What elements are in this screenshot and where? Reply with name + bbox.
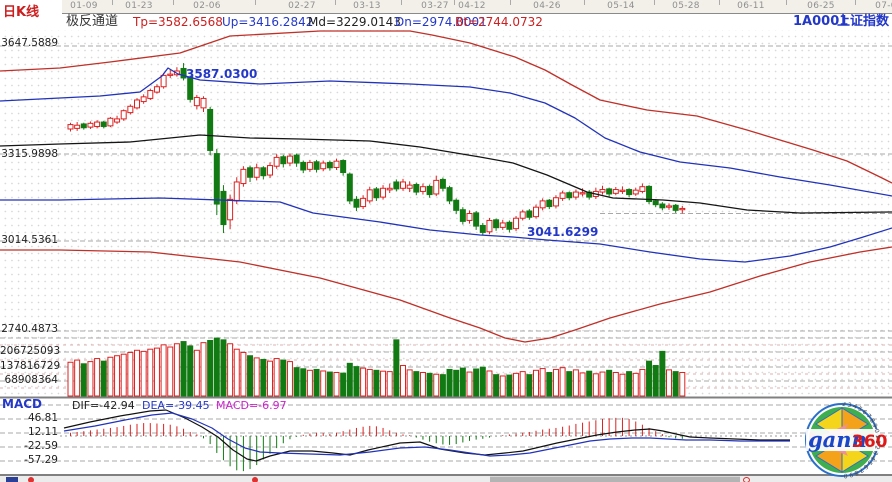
indicator-tp-value: Tp=3582.6568 <box>133 15 223 29</box>
Up-line <box>0 67 892 197</box>
DEA-line <box>63 412 790 457</box>
volume-tick-2: 137816729 <box>0 360 61 372</box>
date-label: 01-23 <box>125 1 153 11</box>
date-label: 05-28 <box>672 1 700 11</box>
channel-lines-layer <box>0 30 892 343</box>
date-label: 06-25 <box>807 1 835 11</box>
macd-tick-2: 12.11 <box>27 426 58 438</box>
annotation-high-price: 3587.0300 <box>186 67 258 81</box>
date-tick <box>855 0 856 5</box>
date-label: 02-06 <box>193 1 221 11</box>
date-tick <box>584 0 585 5</box>
price-tick-1: 3647.5889 <box>1 37 58 49</box>
date-label: 04-26 <box>533 1 561 11</box>
macd-histogram-layer <box>70 417 683 472</box>
date-tick <box>786 0 787 5</box>
date-tick <box>254 0 256 5</box>
symbol-name[interactable]: 上证指数 <box>837 14 890 29</box>
date-tick <box>401 0 402 5</box>
macd-hist-value: MACD=-6.97 <box>216 399 287 412</box>
price-tick-4: 2740.4873 <box>1 323 58 335</box>
pane-dividers <box>0 396 892 476</box>
Dn-line <box>0 197 892 263</box>
toolbar-red-mark <box>743 477 750 482</box>
price-tick-2: 3315.9898 <box>1 148 58 160</box>
indicator-up-value: Up=3416.2842 <box>222 15 314 29</box>
date-label: 04-12 <box>458 1 486 11</box>
date-tick <box>509 0 511 5</box>
date-label: 07-09 <box>875 1 892 11</box>
Md-line <box>0 134 892 214</box>
macd-lines-layer <box>63 409 790 462</box>
Bt-line <box>0 246 892 343</box>
price-tick-3: 3014.5361 <box>1 234 58 246</box>
logo-text-gann: gann <box>808 427 867 452</box>
annotation-low-price: 3041.6299 <box>527 225 599 239</box>
volume-tick-1: 206725093 <box>0 345 61 357</box>
macd-tick-1: 46.81 <box>27 412 58 424</box>
scrollbar-thumb[interactable] <box>490 476 740 482</box>
indicator-bt-value: Bt=2744.0732 <box>455 15 543 29</box>
date-axis: 01-09 01-23 02-06 02-27 03-13 03-27 04-12 04-26… <box>62 0 892 14</box>
indicator-md-value: Md=3229.0143 <box>308 15 401 29</box>
toolbar-red-dot-mid[interactable] <box>252 477 258 482</box>
volume-tick-3: 68908364 <box>4 374 58 386</box>
date-tick <box>653 0 655 5</box>
macd-tick-4: -57.29 <box>24 454 58 466</box>
date-tick <box>111 0 113 5</box>
indicator-name[interactable]: 极反通道 <box>66 14 119 29</box>
macd-pane-title[interactable]: MACD <box>2 397 42 411</box>
date-label: 01-09 <box>70 1 98 11</box>
Tp-line <box>0 30 892 184</box>
date-label: 02-27 <box>288 1 316 11</box>
date-tick <box>718 0 720 5</box>
date-label: 06-11 <box>737 1 765 11</box>
date-label: 05-14 <box>607 1 635 11</box>
indicator-dn-value: Dn=2974.0001 <box>395 15 487 29</box>
date-tick <box>453 0 455 5</box>
date-label: 03-13 <box>353 1 381 11</box>
toolbar-red-dot-left[interactable] <box>28 477 34 482</box>
period-label[interactable]: 日K线 <box>3 5 40 20</box>
bottom-toolbar-strip <box>0 476 892 482</box>
gann360-logo: gann 360 2345678901234 1234567890 <box>796 402 888 479</box>
date-tick <box>173 0 174 5</box>
logo-text-360: 360 <box>852 432 888 452</box>
symbol-code[interactable]: 1A0001 <box>793 14 849 29</box>
date-tick <box>334 0 336 5</box>
macd-dif-value: DIF=-42.94 <box>72 399 135 412</box>
macd-tick-3: -22.59 <box>24 440 58 452</box>
toolbar-blue-chip[interactable] <box>6 477 18 482</box>
macd-dea-value: DEA=-39.45 <box>142 399 210 412</box>
candles-layer <box>67 63 686 236</box>
date-label: 03-27 <box>421 1 449 11</box>
DIF-line <box>63 409 790 462</box>
